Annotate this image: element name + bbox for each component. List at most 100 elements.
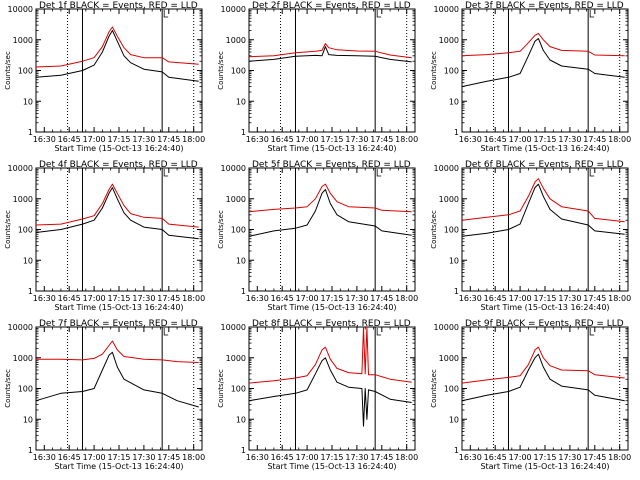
y-tick-label: 100: [444, 385, 459, 394]
time-bracket-marker: [376, 169, 382, 177]
x-tick-label: 17:30: [345, 453, 368, 462]
y-tick-label: 10000: [8, 323, 33, 332]
y-tick-label: 10000: [8, 164, 33, 173]
y-tick-label: 100: [444, 226, 459, 235]
x-tick-label: 17:45: [370, 135, 393, 144]
x-tick-label: 16:30: [459, 135, 482, 144]
y-axis-label: Counts/sec: [4, 210, 12, 249]
x-tick-label: 17:15: [533, 135, 556, 144]
x-tick-label: 17:00: [509, 453, 532, 462]
plot-frame: [461, 326, 629, 451]
y-tick-label: 10000: [221, 5, 246, 14]
panel-title: Det 1f BLACK = Events, RED = LLD: [39, 1, 198, 11]
lld-series-line: [248, 183, 412, 213]
x-axis-label: Start Time (15-Oct-13 16:24:40): [267, 144, 396, 153]
time-bracket-marker: [589, 10, 595, 18]
x-tick-label: 17:00: [509, 294, 532, 303]
panel-title: Det 2f BLACK = Events, RED = LLD: [252, 1, 411, 11]
lld-series-line: [248, 43, 412, 59]
x-tick-label: 16:45: [58, 453, 81, 462]
x-tick-label: 17:45: [370, 453, 393, 462]
x-tick-label: 17:00: [296, 135, 319, 144]
y-tick-label: 10: [449, 415, 459, 424]
x-tick-label: 17:45: [157, 294, 180, 303]
x-tick-label: 18:00: [395, 135, 418, 144]
x-tick-label: 17:15: [533, 294, 556, 303]
y-tick-label: 10: [449, 256, 459, 265]
x-tick-label: 17:30: [345, 294, 368, 303]
x-tick-label: 17:30: [558, 135, 581, 144]
x-tick-label: 17:00: [296, 294, 319, 303]
y-tick-label: 10000: [221, 164, 246, 173]
y-tick-label: 100: [18, 385, 33, 394]
x-tick-label: 17:15: [320, 294, 343, 303]
y-tick-label: 100: [231, 67, 246, 76]
x-tick-label: 17:00: [83, 294, 106, 303]
x-tick-label: 17:15: [320, 453, 343, 462]
y-tick-label: 1: [454, 128, 459, 137]
events-series-line: [248, 46, 412, 63]
x-tick-label: 17:30: [132, 135, 155, 144]
time-bracket-marker: [376, 10, 382, 18]
y-tick-label: 1: [454, 446, 459, 455]
x-tick-label: 18:00: [395, 453, 418, 462]
lld-series-line: [248, 326, 412, 384]
x-tick-label: 17:45: [583, 135, 606, 144]
events-series-line: [248, 189, 412, 237]
y-tick-label: 1000: [226, 195, 246, 204]
panel-title: Det 4f BLACK = Events, RED = LLD: [39, 160, 198, 170]
y-tick-label: 1000: [226, 354, 246, 363]
x-tick-label: 17:45: [157, 135, 180, 144]
x-tick-label: 16:30: [246, 294, 269, 303]
y-tick-label: 1000: [13, 36, 33, 45]
x-tick-label: 18:00: [182, 453, 205, 462]
x-tick-label: 17:15: [107, 453, 130, 462]
x-tick-label: 18:00: [608, 294, 631, 303]
x-axis-label: Start Time (15-Oct-13 16:24:40): [54, 462, 183, 471]
lld-series-line: [35, 26, 199, 68]
y-tick-label: 1: [28, 287, 33, 296]
time-bracket-marker: [589, 328, 595, 336]
y-tick-label: 10: [236, 97, 246, 106]
time-bracket-marker: [163, 328, 169, 336]
x-tick-label: 17:30: [558, 453, 581, 462]
panel-title: Det 6f BLACK = Events, RED = LLD: [465, 160, 624, 170]
y-tick-label: 1: [28, 446, 33, 455]
plot-frame: [248, 8, 416, 133]
lld-series-line: [461, 33, 625, 57]
y-tick-label: 10000: [434, 323, 459, 332]
x-tick-label: 16:30: [246, 135, 269, 144]
y-tick-label: 1000: [13, 354, 33, 363]
y-tick-label: 10: [449, 97, 459, 106]
y-tick-label: 100: [18, 226, 33, 235]
events-series-line: [461, 183, 625, 237]
x-tick-label: 17:30: [558, 294, 581, 303]
y-axis-label: Counts/sec: [430, 51, 438, 90]
y-axis-label: Counts/sec: [217, 51, 225, 90]
y-tick-label: 1: [241, 128, 246, 137]
x-tick-label: 18:00: [608, 135, 631, 144]
y-tick-label: 1: [454, 287, 459, 296]
y-tick-label: 1000: [13, 195, 33, 204]
y-tick-label: 10: [23, 97, 33, 106]
y-tick-label: 1000: [439, 195, 459, 204]
events-series-line: [461, 353, 625, 402]
x-tick-label: 17:00: [509, 135, 532, 144]
time-bracket-marker: [163, 169, 169, 177]
plot-frame: [248, 326, 416, 451]
x-tick-label: 17:15: [107, 294, 130, 303]
time-bracket-marker: [163, 10, 169, 18]
x-tick-label: 16:45: [484, 294, 507, 303]
time-bracket-marker: [376, 328, 382, 336]
x-tick-label: 16:45: [484, 135, 507, 144]
plot-frame: [35, 326, 203, 451]
y-tick-label: 100: [18, 67, 33, 76]
x-tick-label: 17:15: [107, 135, 130, 144]
x-tick-label: 16:30: [459, 453, 482, 462]
events-series-line: [35, 30, 199, 82]
x-tick-label: 16:30: [33, 135, 56, 144]
x-tick-label: 17:30: [132, 453, 155, 462]
x-tick-label: 16:30: [459, 294, 482, 303]
x-tick-label: 17:30: [132, 294, 155, 303]
y-tick-label: 1: [241, 446, 246, 455]
